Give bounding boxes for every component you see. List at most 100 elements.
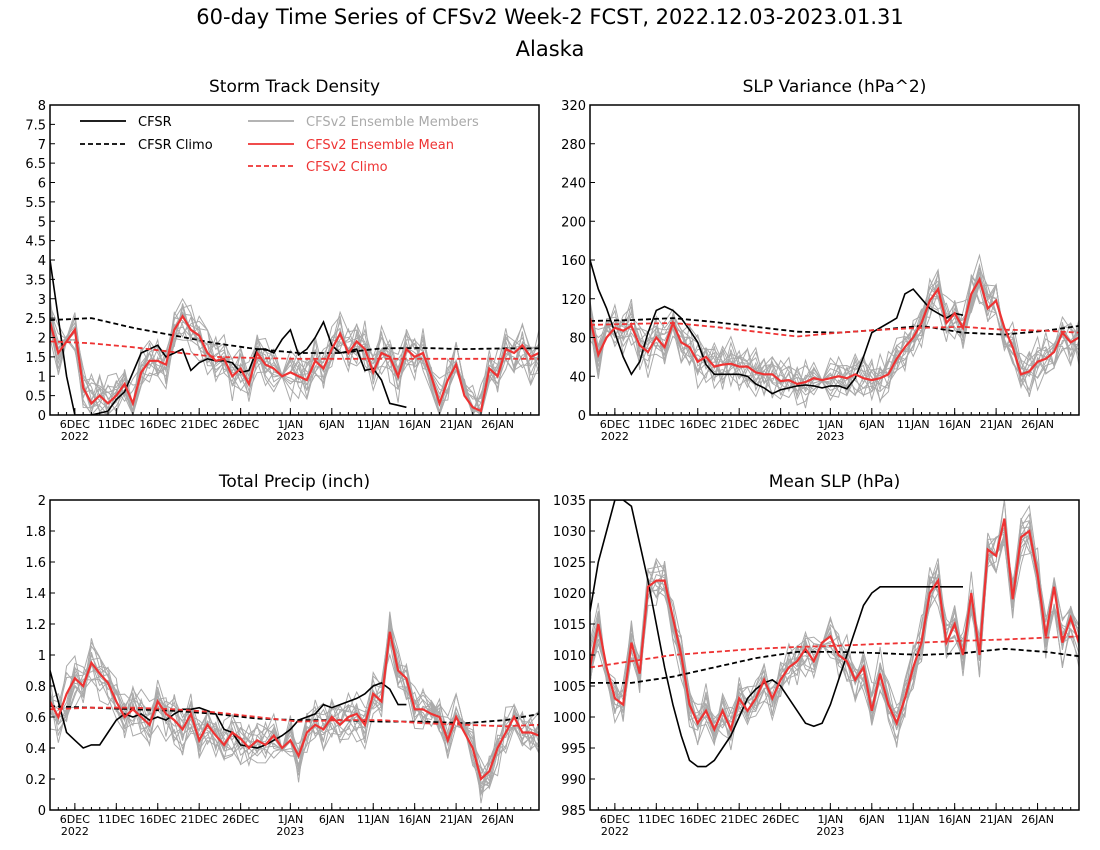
ensemble-member-line bbox=[590, 525, 1079, 745]
cfsr-climo-line bbox=[50, 317, 539, 354]
y-tick-label: 1.6 bbox=[25, 556, 46, 571]
y-tick-label: 0.6 bbox=[25, 711, 46, 726]
ens-mean-line bbox=[590, 276, 1079, 386]
cfsr-line bbox=[50, 670, 407, 749]
y-tick-label: 1020 bbox=[553, 587, 586, 602]
legend-members-label: CFSv2 Ensemble Members bbox=[306, 115, 479, 130]
y-tick-label: 120 bbox=[561, 293, 586, 308]
y-tick-label: 0.5 bbox=[25, 390, 46, 405]
cfsv2-climo-line bbox=[590, 322, 1079, 338]
panel-title: Total Precip (inch) bbox=[218, 472, 370, 492]
y-tick-label: 4 bbox=[38, 254, 46, 269]
x-tick-label: 11JAN bbox=[897, 813, 930, 826]
x-tick-label: 21DEC bbox=[721, 418, 758, 431]
ensemble-member-line bbox=[590, 531, 1079, 740]
x-tick-label: 21JAN bbox=[980, 418, 1013, 431]
x-tick-label: 11DEC bbox=[638, 418, 675, 431]
plot-area bbox=[590, 500, 1079, 768]
x-tick-label: 16JAN bbox=[938, 418, 971, 431]
y-tick-label: 280 bbox=[561, 138, 586, 153]
x-tick-label: 26JAN bbox=[1021, 418, 1054, 431]
x-tick-label: 16DEC bbox=[679, 813, 716, 826]
x-tick-label: 1JAN bbox=[277, 418, 303, 431]
ensemble-member-line bbox=[590, 531, 1079, 746]
y-tick-label: 6 bbox=[38, 177, 46, 192]
y-tick-label: 0 bbox=[38, 409, 46, 424]
panel-title: Mean SLP (hPa) bbox=[769, 472, 901, 492]
y-tick-label: 1000 bbox=[553, 711, 586, 726]
x-tick-year-label: 2022 bbox=[61, 825, 89, 838]
y-tick-label: 3.5 bbox=[25, 273, 46, 288]
y-tick-label: 985 bbox=[561, 804, 586, 819]
x-tick-year-label: 2023 bbox=[276, 430, 304, 443]
y-tick-label: 1025 bbox=[553, 556, 586, 571]
ens-mean-line bbox=[50, 314, 539, 413]
x-tick-label: 6DEC bbox=[60, 813, 90, 826]
y-tick-label: 200 bbox=[561, 215, 586, 230]
y-tick-label: 1 bbox=[38, 649, 46, 664]
x-tick-label: 16JAN bbox=[398, 813, 431, 826]
x-tick-label: 1JAN bbox=[817, 813, 843, 826]
plot-area bbox=[50, 611, 539, 804]
legend-cfsv2-climo-label: CFSv2 Climo bbox=[306, 160, 388, 175]
ens-mean-line bbox=[590, 518, 1079, 733]
figure-title: 60-day Time Series of CFSv2 Week-2 FCST,… bbox=[196, 5, 904, 29]
cfsr-line bbox=[590, 500, 963, 768]
x-tick-label: 21DEC bbox=[181, 418, 218, 431]
x-tick-label: 6JAN bbox=[859, 813, 885, 826]
x-tick-year-label: 2022 bbox=[601, 825, 629, 838]
y-tick-label: 2.5 bbox=[25, 312, 46, 327]
panel-2: SLP Variance (hPa^2) 0 40 80 120 160 200 240 280… bbox=[561, 77, 1080, 443]
y-tick-label: 995 bbox=[561, 742, 586, 757]
x-tick-label: 26DEC bbox=[762, 418, 799, 431]
panel-3: Total Precip (inch) 0 0.2 0.4 0.6 0.8 1 1.2 1.4 1… bbox=[25, 472, 540, 838]
y-tick-label: 1.8 bbox=[25, 525, 46, 540]
x-tick-label: 6JAN bbox=[319, 418, 345, 431]
x-tick-label: 26DEC bbox=[222, 418, 259, 431]
y-tick-label: 7.5 bbox=[25, 118, 46, 133]
x-tick-label: 11JAN bbox=[357, 418, 390, 431]
x-tick-label: 11JAN bbox=[897, 418, 930, 431]
x-tick-label: 6DEC bbox=[60, 418, 90, 431]
ensemble-member-line bbox=[590, 529, 1079, 745]
y-tick-label: 0 bbox=[38, 804, 46, 819]
plot-area bbox=[50, 259, 539, 415]
panel-4: Mean SLP (hPa) 985 990 995 1000 1005 1010 1015 1… bbox=[553, 472, 1080, 838]
y-tick-label: 6.5 bbox=[25, 157, 46, 172]
x-tick-label: 11DEC bbox=[98, 813, 135, 826]
y-tick-label: 1 bbox=[38, 370, 46, 385]
x-tick-label: 21DEC bbox=[721, 813, 758, 826]
x-tick-year-label: 2023 bbox=[276, 825, 304, 838]
plot-frame bbox=[49, 104, 540, 416]
x-tick-label: 16JAN bbox=[938, 813, 971, 826]
x-tick-label: 16DEC bbox=[139, 813, 176, 826]
y-tick-label: 4.5 bbox=[25, 235, 46, 250]
x-tick-label: 16DEC bbox=[139, 418, 176, 431]
y-tick-label: 3 bbox=[38, 293, 46, 308]
x-tick-label: 6JAN bbox=[859, 418, 885, 431]
figure-subtitle: Alaska bbox=[515, 37, 585, 61]
y-tick-label: 0.8 bbox=[25, 680, 46, 695]
legend-cfsr-label: CFSR bbox=[138, 115, 172, 130]
x-tick-label: 21JAN bbox=[980, 813, 1013, 826]
y-tick-label: 0 bbox=[578, 409, 586, 424]
x-tick-year-label: 2022 bbox=[61, 430, 89, 443]
cfsv2-climo-line bbox=[50, 706, 539, 728]
plot-area bbox=[590, 253, 1079, 409]
x-tick-label: 21JAN bbox=[440, 813, 473, 826]
y-tick-label: 1.4 bbox=[25, 587, 46, 602]
plot-frame bbox=[49, 499, 540, 811]
ensemble-member-line bbox=[50, 320, 539, 415]
x-tick-label: 6DEC bbox=[600, 813, 630, 826]
y-tick-label: 0.2 bbox=[25, 773, 46, 788]
x-tick-label: 21DEC bbox=[181, 813, 218, 826]
x-tick-label: 26DEC bbox=[222, 813, 259, 826]
y-tick-label: 2 bbox=[38, 332, 46, 347]
y-tick-label: 1.2 bbox=[25, 618, 46, 633]
cfsr-climo-line bbox=[590, 647, 1079, 684]
x-tick-label: 6JAN bbox=[319, 813, 345, 826]
x-tick-label: 11DEC bbox=[638, 813, 675, 826]
y-tick-label: 80 bbox=[569, 332, 586, 347]
y-tick-label: 1005 bbox=[553, 680, 586, 695]
